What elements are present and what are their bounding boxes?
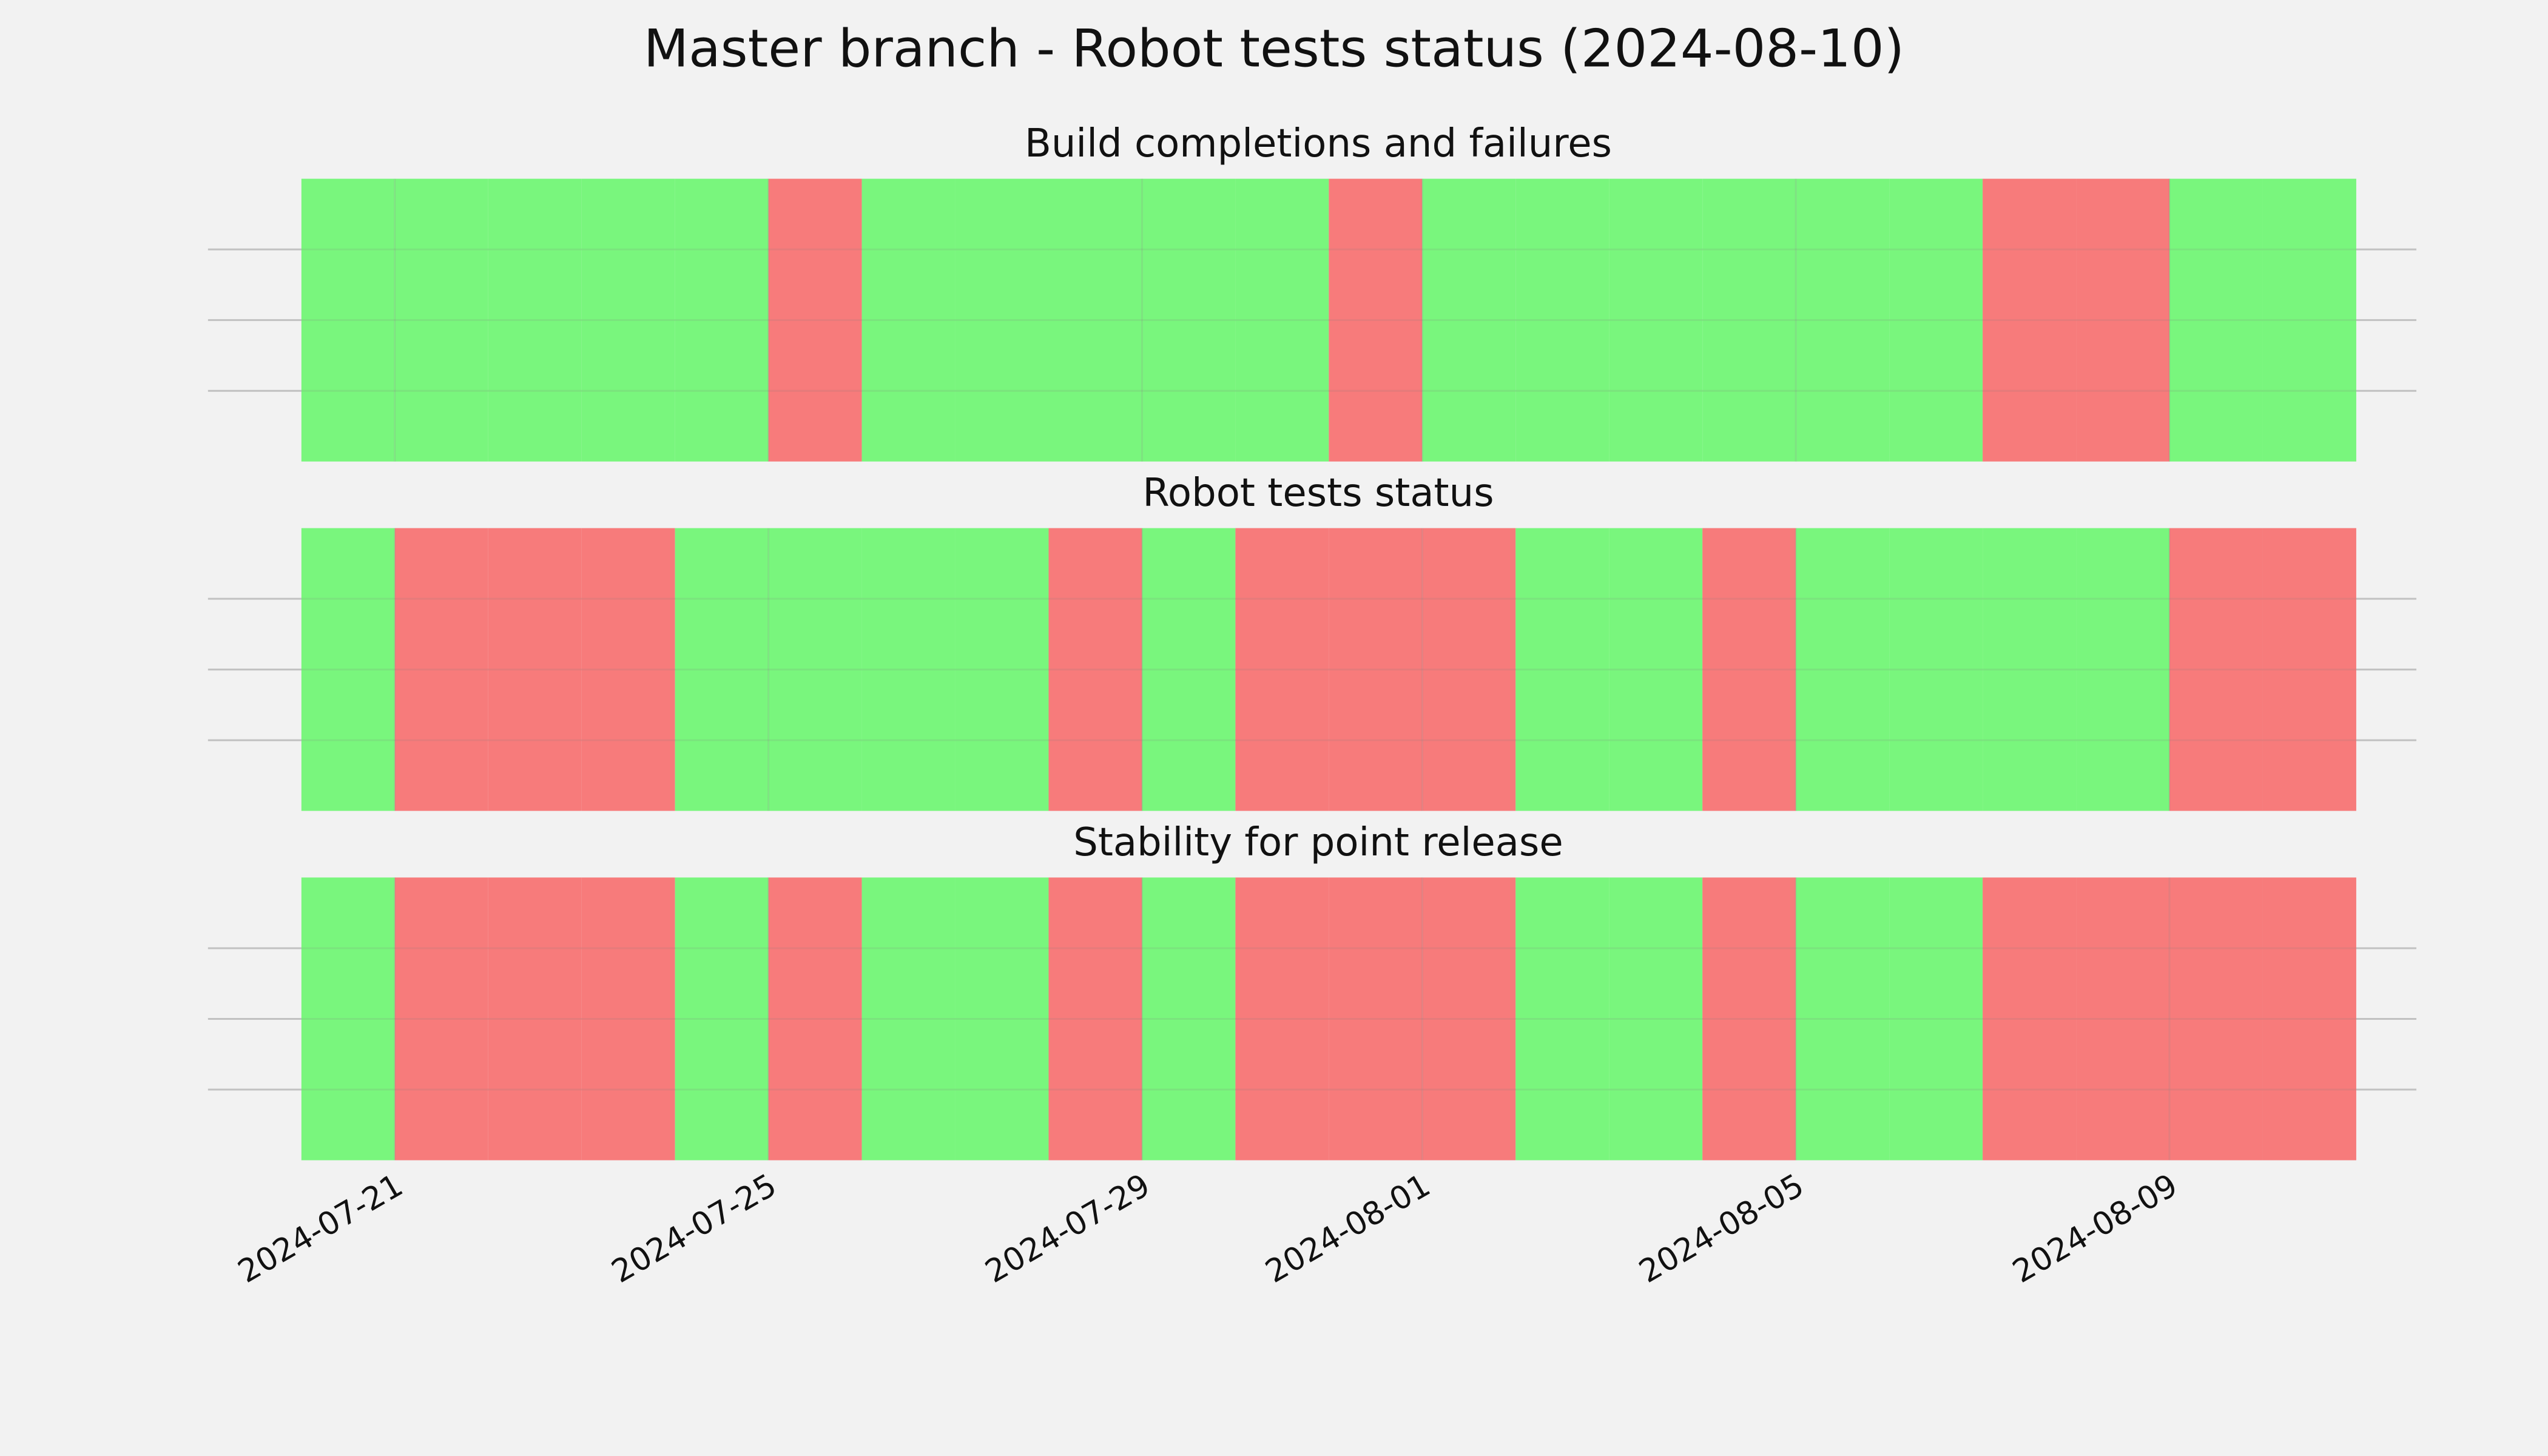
status-bar [1702,528,1796,811]
status-bar [768,178,862,462]
status-bar [1796,528,1890,811]
status-bar [1609,178,1703,462]
status-bar [1235,528,1329,811]
status-bar [1329,528,1423,811]
status-bar [581,178,675,462]
status-bar [1048,178,1142,462]
status-bar [861,528,956,811]
status-bar [861,877,956,1161]
status-bar [301,178,395,462]
status-bar [1235,877,1329,1161]
status-bar [1983,528,2077,811]
status-bar [394,528,488,811]
status-bar [2262,528,2356,811]
status-bar [301,877,395,1161]
status-bar [1515,178,1609,462]
status-bar [1515,528,1609,811]
status-bar [2076,528,2170,811]
status-bar [955,178,1049,462]
panel-title: Stability for point release [1073,820,1563,865]
panel-title: Build completions and failures [1025,121,1612,166]
status-bar [1983,178,2077,462]
status-bar [1048,528,1142,811]
status-bar [1796,178,1890,462]
status-bar [1422,528,1516,811]
status-bar [394,877,488,1161]
status-bar [1796,877,1890,1161]
status-bar [1142,877,1236,1161]
status-bar [955,877,1049,1161]
status-bar [1142,178,1236,462]
status-bar [488,178,582,462]
status-bar [675,877,769,1161]
status-bar [768,528,862,811]
status-bar [1142,528,1236,811]
panel-title: Robot tests status [1142,471,1494,516]
status-bar [488,877,582,1161]
status-bar [581,877,675,1161]
status-bar [1048,877,1142,1161]
status-bar [1329,877,1423,1161]
status-bar [861,178,956,462]
status-bar [1515,877,1609,1161]
status-bar [1609,528,1703,811]
status-bar [2169,178,2263,462]
status-bar [1422,877,1516,1161]
status-bar [1422,178,1516,462]
status-bar [2262,877,2356,1161]
status-bar [2169,528,2263,811]
status-bar [1329,178,1423,462]
status-bar [1235,178,1329,462]
status-bar [2076,178,2170,462]
status-bar [1702,178,1796,462]
status-bar [1889,877,1983,1161]
status-bar [1609,877,1703,1161]
status-bar [1889,528,1983,811]
status-bar [675,178,769,462]
status-bar [675,528,769,811]
status-bar [394,178,488,462]
chart-title: Master branch - Robot tests status (2024… [644,18,1904,79]
status-bar [581,528,675,811]
status-bar [1983,877,2077,1161]
status-bar [2262,178,2356,462]
status-bar [1889,178,1983,462]
status-bar [1702,877,1796,1161]
status-bar [955,528,1049,811]
status-bar [768,877,862,1161]
status-bar [2169,877,2263,1161]
status-bar [301,528,395,811]
status-bar [488,528,582,811]
status-bar [2076,877,2170,1161]
